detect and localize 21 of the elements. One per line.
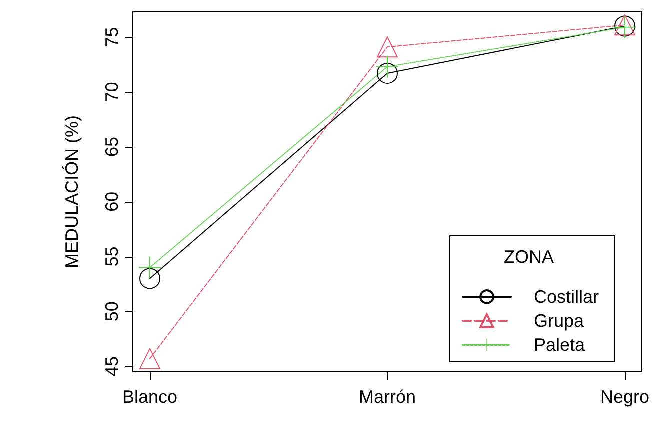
point [140,268,160,290]
legend-label: Paleta [534,335,586,355]
point [140,348,160,370]
point [377,36,398,58]
point [376,56,398,78]
y-tick-label: 70 [102,82,122,102]
point [139,256,161,279]
y-tick-label: 60 [102,192,122,212]
legend-title: ZONA [504,247,554,267]
point [377,62,398,84]
y-tick-label: 50 [102,302,122,322]
legend-label: Costillar [534,287,600,307]
y-tick-label: 45 [102,356,122,377]
y-tick-label: 75 [102,27,122,48]
y-axis-title: MEDULACIÓN (%) [62,115,82,269]
legend-label: Grupa [534,311,586,331]
x-tick-label: Negro [600,387,650,407]
x-tick-label: Marrón [358,387,416,407]
x-tick-label: Blanco [122,387,178,407]
y-tick-label: 65 [102,136,122,158]
y-tick-label: 55 [102,246,122,267]
